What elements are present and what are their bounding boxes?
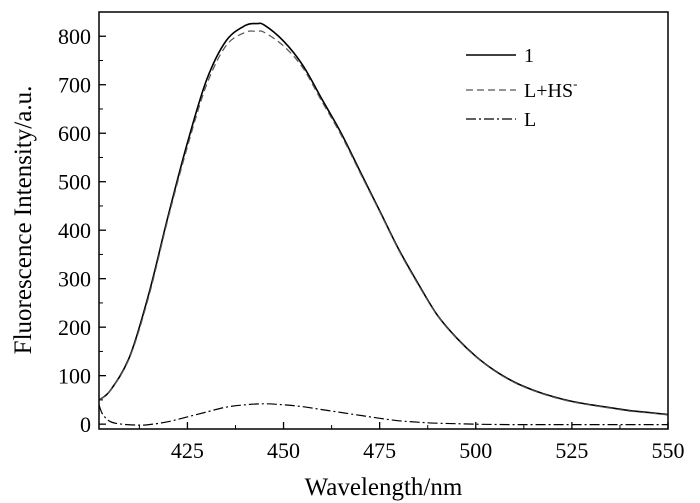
x-tick-label: 450 <box>267 438 300 463</box>
x-tick-label: 550 <box>652 438 685 463</box>
x-axis-ticks: 425 450 475 500 525 550 <box>138 422 685 463</box>
x-tick-label: 425 <box>171 438 204 463</box>
x-tick-label: 475 <box>363 438 396 463</box>
x-axis-label: Wavelength/nm <box>305 474 463 501</box>
legend-label-1: 1 <box>524 45 534 67</box>
legend-label-3: L <box>524 109 536 131</box>
y-tick-label: 300 <box>58 267 91 292</box>
y-tick-label: 700 <box>58 73 91 98</box>
y-tick-label: 400 <box>58 218 91 243</box>
y-tick-label: 200 <box>58 315 91 340</box>
y-tick-label: 800 <box>58 24 91 49</box>
legend: 1 L+HS- L <box>466 45 577 131</box>
series-lines <box>98 22 669 426</box>
x-tick-label: 500 <box>459 438 492 463</box>
plot-frame <box>98 11 669 430</box>
y-axis-label: Fluorescence Intensity/a.u. <box>10 86 37 355</box>
x-tick-label: 525 <box>555 438 588 463</box>
y-tick-label: 500 <box>58 170 91 195</box>
series-line-1 <box>98 22 669 416</box>
y-tick-label: 0 <box>80 412 91 437</box>
series-line-l-hs <box>98 30 669 416</box>
y-axis-ticks: 0 100 200 300 400 500 600 700 800 <box>58 24 106 437</box>
y-tick-label: 100 <box>58 364 91 389</box>
y-tick-label: 600 <box>58 121 91 146</box>
series-line-l <box>98 403 668 426</box>
legend-label-2: L+HS- <box>524 76 577 102</box>
